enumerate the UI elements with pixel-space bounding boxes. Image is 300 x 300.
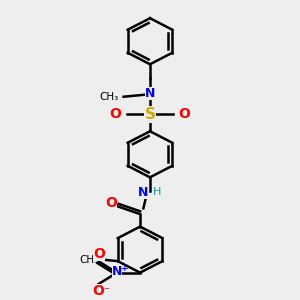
Text: CH₃: CH₃ — [99, 92, 119, 102]
Text: O: O — [110, 107, 121, 122]
Text: H: H — [153, 187, 162, 197]
Text: ⁻: ⁻ — [103, 286, 109, 296]
Text: CH₃: CH₃ — [80, 255, 99, 265]
Text: N: N — [138, 186, 148, 199]
Text: +: + — [121, 264, 129, 273]
Text: O: O — [179, 107, 190, 122]
Text: N: N — [112, 265, 122, 278]
Text: O: O — [105, 196, 117, 210]
Text: O: O — [93, 247, 105, 261]
Text: N: N — [145, 87, 155, 100]
Text: O: O — [92, 284, 104, 298]
Text: S: S — [145, 107, 155, 122]
